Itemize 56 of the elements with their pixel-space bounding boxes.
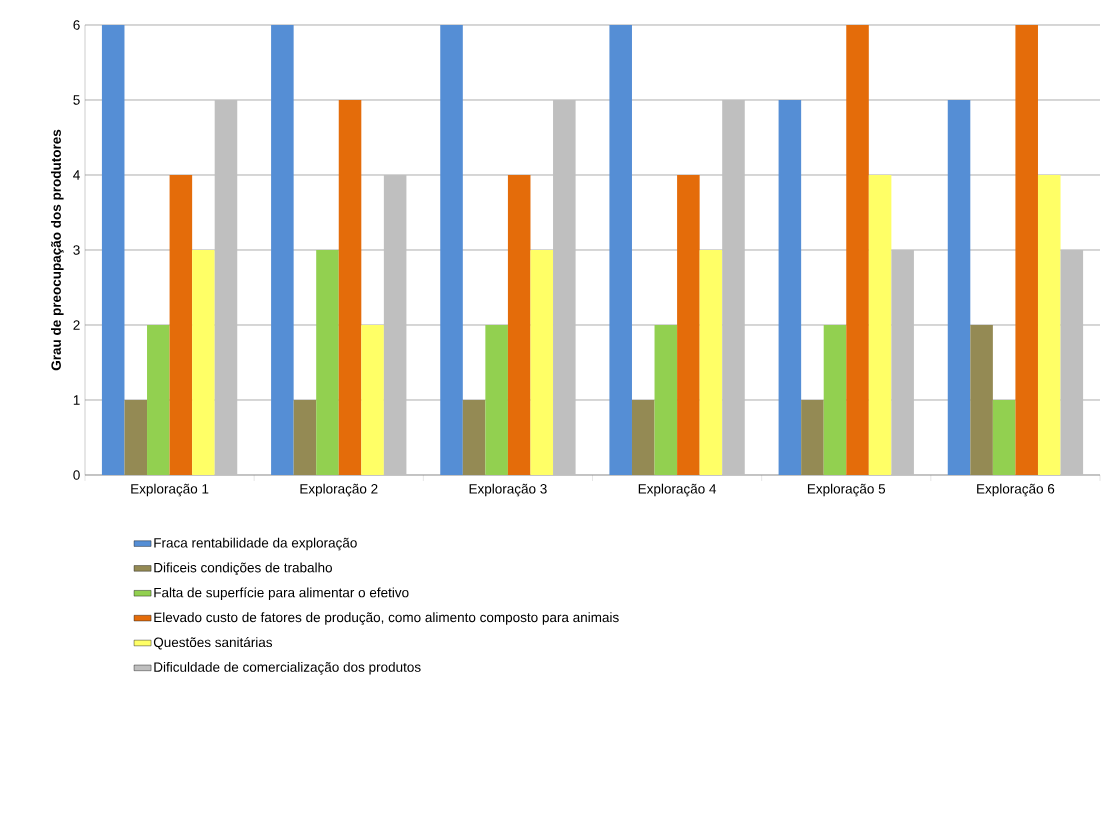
- bar: [293, 400, 317, 475]
- bar: [271, 25, 294, 475]
- x-tick-label: Exploração 6: [977, 483, 1055, 497]
- legend-label: Falta de superfície para alimentar o efetivo: [154, 587, 409, 601]
- legend-label: Dificuldade de comercialização dos produtos: [154, 661, 421, 675]
- y-tick-label: 4: [73, 170, 80, 180]
- bar: [101, 25, 125, 475]
- bar: [992, 400, 1016, 475]
- y-tick-label: 3: [73, 245, 80, 255]
- bar: [316, 250, 339, 475]
- bar: [823, 325, 847, 475]
- bar: [361, 325, 384, 475]
- x-tick-label: Exploração 4: [638, 483, 717, 497]
- bar: [383, 175, 407, 475]
- y-tick-label: 2: [73, 320, 80, 330]
- bar: [1060, 250, 1084, 475]
- x-tick-label: Exploração 2: [300, 483, 378, 497]
- bar: [609, 25, 632, 475]
- legend-label: Questões sanitárias: [153, 637, 273, 650]
- bar: [338, 100, 362, 475]
- bar: [485, 325, 508, 475]
- legend-label: Elevado custo de fatores de produção, como alimento composto para animais: [154, 612, 619, 625]
- bar: [654, 325, 678, 475]
- x-tick-label: Exploração 5: [807, 483, 886, 497]
- bar: [214, 100, 238, 475]
- bar: [147, 325, 170, 475]
- bar: [970, 325, 993, 475]
- y-tick-label: 1: [73, 395, 80, 405]
- bar: [192, 250, 215, 475]
- bar: [1037, 175, 1061, 475]
- bar: [553, 100, 576, 475]
- bar: [722, 100, 745, 475]
- bar: [507, 175, 531, 475]
- bar: [631, 400, 655, 475]
- bar: [699, 250, 723, 475]
- bar: [124, 400, 148, 475]
- y-tick-label: 0: [73, 470, 80, 480]
- bar: [169, 175, 193, 475]
- bar: [778, 100, 802, 475]
- bar: [677, 175, 700, 475]
- bar: [801, 400, 824, 475]
- legend-label: Fraca rentabilidade da exploração: [154, 537, 357, 551]
- bar: [1015, 25, 1038, 475]
- bar: [868, 175, 892, 475]
- bar: [530, 250, 554, 475]
- bar: [891, 250, 914, 475]
- y-tick-label: 6: [73, 20, 80, 30]
- y-tick-label: 5: [73, 95, 80, 105]
- bar: [440, 25, 463, 475]
- bar: [846, 25, 869, 475]
- legend-label: Dificeis condições de trabalho: [154, 562, 332, 576]
- bar: [947, 100, 971, 475]
- y-axis-title: Grau de preocupação dos produtores: [51, 129, 64, 371]
- x-tick-label: Exploração 3: [469, 483, 547, 497]
- x-tick-label: Exploração 1: [131, 483, 209, 497]
- bar: [462, 400, 486, 475]
